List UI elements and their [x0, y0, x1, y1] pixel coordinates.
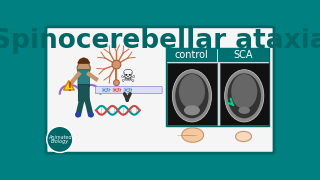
Text: CAG: CAG	[113, 87, 123, 93]
Text: !: !	[66, 81, 72, 94]
Ellipse shape	[182, 128, 204, 142]
Ellipse shape	[228, 73, 261, 118]
Circle shape	[112, 60, 121, 69]
Ellipse shape	[236, 131, 252, 141]
Ellipse shape	[231, 74, 257, 109]
FancyBboxPatch shape	[78, 70, 90, 87]
Text: SCA: SCA	[234, 50, 253, 60]
Text: CAG: CAG	[124, 87, 134, 93]
Circle shape	[88, 112, 94, 118]
Polygon shape	[78, 58, 90, 63]
FancyBboxPatch shape	[166, 48, 269, 126]
Text: control: control	[174, 50, 208, 60]
Circle shape	[77, 62, 90, 75]
FancyBboxPatch shape	[102, 88, 111, 92]
Text: Animated: Animated	[48, 135, 72, 140]
Ellipse shape	[238, 107, 250, 114]
Text: CAG: CAG	[102, 87, 112, 93]
Polygon shape	[63, 81, 74, 90]
FancyBboxPatch shape	[78, 85, 89, 101]
Ellipse shape	[184, 105, 200, 115]
FancyBboxPatch shape	[113, 88, 122, 92]
Circle shape	[75, 112, 81, 118]
Circle shape	[47, 126, 73, 152]
FancyBboxPatch shape	[46, 27, 274, 153]
Ellipse shape	[179, 74, 205, 109]
FancyBboxPatch shape	[218, 48, 269, 62]
FancyBboxPatch shape	[166, 48, 217, 62]
Text: Biology: Biology	[51, 139, 69, 144]
Circle shape	[114, 80, 119, 86]
FancyBboxPatch shape	[167, 63, 217, 125]
FancyBboxPatch shape	[220, 63, 269, 125]
FancyBboxPatch shape	[95, 86, 162, 94]
Text: ☠: ☠	[120, 68, 136, 86]
Ellipse shape	[175, 73, 209, 118]
Text: Spinocerebellar ataxia: Spinocerebellar ataxia	[0, 28, 320, 54]
Ellipse shape	[172, 70, 212, 122]
Ellipse shape	[225, 70, 264, 122]
FancyBboxPatch shape	[124, 88, 132, 92]
